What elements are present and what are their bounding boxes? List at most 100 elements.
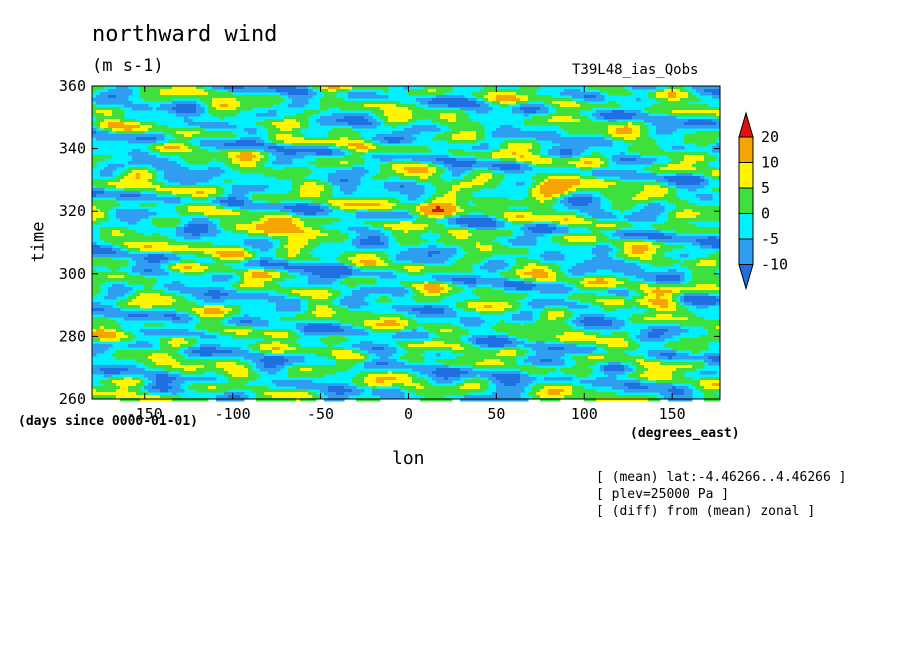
contour-cell — [692, 158, 697, 162]
contour-cell — [360, 122, 365, 126]
contour-cell — [420, 149, 425, 153]
contour-cell — [216, 86, 221, 90]
contour-cell — [104, 191, 109, 195]
contour-cell — [568, 164, 573, 168]
contour-cell — [548, 158, 553, 162]
contour-cell — [360, 137, 365, 141]
contour-cell — [244, 170, 249, 174]
contour-cell — [696, 86, 701, 90]
contour-cell — [324, 212, 329, 216]
contour-cell — [384, 200, 389, 204]
contour-cell — [380, 149, 385, 153]
contour-cell — [396, 119, 401, 123]
contour-cell — [292, 152, 297, 156]
contour-cell — [548, 173, 553, 177]
contour-cell — [540, 176, 545, 180]
contour-cell — [428, 179, 433, 183]
contour-cell — [604, 164, 609, 168]
contour-cell — [344, 137, 349, 141]
contour-cell — [436, 224, 441, 228]
contour-cell — [564, 212, 569, 216]
contour-cell — [460, 137, 465, 141]
contour-cell — [124, 218, 129, 222]
contour-cell — [708, 140, 713, 144]
contour-cell — [188, 131, 193, 135]
contour-cell — [416, 98, 421, 102]
contour-cell — [500, 209, 505, 213]
contour-cell — [112, 137, 117, 141]
contour-cell — [192, 149, 197, 153]
contour-cell — [444, 86, 449, 90]
contour-cell — [136, 158, 141, 162]
contour-cell — [560, 152, 565, 156]
contour-cell — [432, 86, 437, 90]
contour-cell — [620, 221, 625, 225]
contour-cell — [600, 179, 605, 183]
contour-cell — [196, 104, 201, 108]
contour-cell — [280, 122, 285, 126]
contour-cell — [112, 122, 117, 126]
contour-cell — [708, 167, 713, 171]
contour-cell — [364, 215, 369, 219]
contour-cell — [464, 182, 469, 186]
contour-cell — [608, 170, 613, 174]
contour-cell — [632, 134, 637, 138]
contour-cell — [304, 194, 309, 198]
contour-cell — [476, 209, 481, 213]
contour-cell — [544, 116, 549, 120]
contour-cell — [464, 158, 469, 162]
contour-cell — [144, 128, 149, 132]
contour-cell — [116, 128, 121, 132]
contour-cell — [296, 119, 301, 123]
contour-cell — [508, 155, 513, 159]
contour-cell — [684, 158, 689, 162]
contour-cell — [204, 131, 209, 135]
contour-cell — [448, 164, 453, 168]
contour-cell — [432, 92, 437, 96]
contour-cell — [456, 182, 461, 186]
contour-cell — [704, 140, 709, 144]
contour-cell — [348, 209, 353, 213]
contour-cell — [416, 173, 421, 177]
contour-cell — [316, 206, 321, 210]
contour-cell — [456, 101, 461, 105]
contour-cell — [476, 164, 481, 168]
contour-cell — [136, 155, 141, 159]
contour-cell — [364, 221, 369, 225]
contour-cell — [412, 194, 417, 198]
contour-cell — [432, 179, 437, 183]
contour-cell — [472, 185, 477, 189]
contour-cell — [512, 128, 517, 132]
contour-cell — [232, 209, 237, 213]
contour-cell — [276, 98, 281, 102]
contour-cell — [472, 161, 477, 165]
contour-cell — [556, 221, 561, 225]
contour-cell — [260, 113, 265, 117]
contour-cell — [700, 215, 705, 219]
contour-cell — [416, 194, 421, 198]
contour-cell — [568, 113, 573, 117]
contour-cell — [136, 131, 141, 135]
contour-cell — [380, 197, 385, 201]
contour-cell — [648, 119, 653, 123]
contour-cell — [356, 176, 361, 180]
contour-cell — [584, 176, 589, 180]
contour-cell — [304, 173, 309, 177]
contour-cell — [216, 191, 221, 195]
contour-cell — [240, 206, 245, 210]
contour-cell — [112, 107, 117, 111]
contour-cell — [372, 224, 377, 228]
contour-cell — [328, 143, 333, 147]
contour-cell — [584, 218, 589, 222]
contour-cell — [640, 140, 645, 144]
contour-cell — [212, 131, 217, 135]
contour-cell — [516, 158, 521, 162]
contour-cell — [480, 170, 485, 174]
contour-cell — [656, 128, 661, 132]
contour-cell — [552, 194, 557, 198]
contour-cell — [232, 227, 237, 231]
contour-cell — [324, 191, 329, 195]
contour-cell — [652, 170, 657, 174]
contour-cell — [480, 95, 485, 99]
contour-cell — [256, 212, 261, 216]
